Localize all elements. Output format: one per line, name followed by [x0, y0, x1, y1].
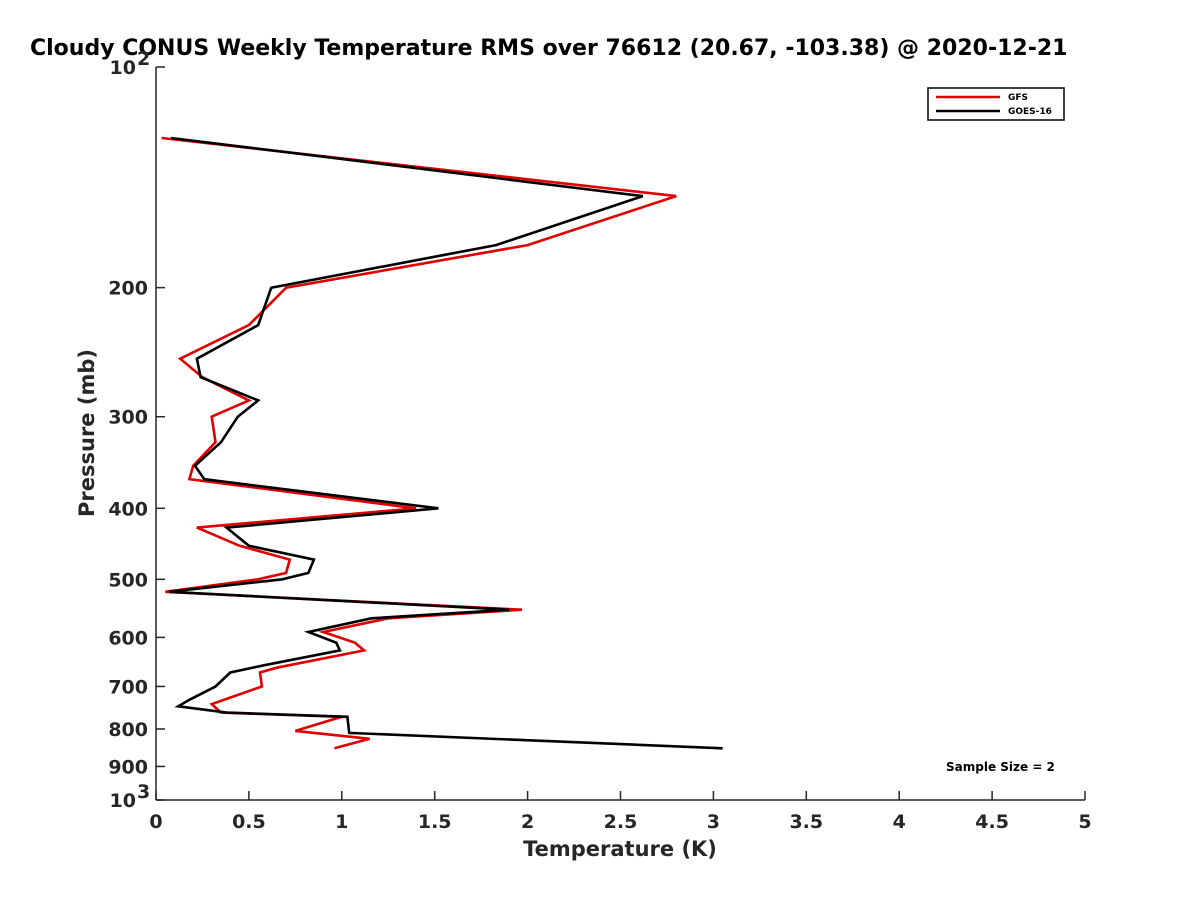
legend: GFS GOES-16: [927, 87, 1065, 121]
x-tick-label: 2.5: [604, 811, 638, 833]
x-tick-label: 5: [1078, 811, 1091, 833]
legend-label-goes16: GOES-16: [1008, 107, 1052, 117]
y-tick-label: 400: [108, 498, 148, 520]
legend-label-gfs: GFS: [1008, 93, 1028, 103]
sample-size-annotation: Sample Size = 2: [946, 760, 1055, 774]
x-tick-label: 3: [707, 811, 720, 833]
x-tick-label: 0: [149, 811, 162, 833]
y-tick-label-exponent: 3: [137, 781, 150, 803]
y-tick-label: 200: [108, 278, 148, 300]
y-axis-label: Pressure (mb): [75, 349, 99, 517]
y-tick-label: 900: [108, 756, 148, 778]
y-tick-label: 800: [108, 719, 148, 741]
x-tick-label: 3.5: [789, 811, 823, 833]
x-tick-label: 4.5: [975, 811, 1009, 833]
x-axis: 0 0.5 1 1.5 2 2.5 3 3.5 4 4.5 5: [149, 791, 1092, 833]
series-line-goes-16: [168, 136, 723, 750]
y-tick-label-exponent: 2: [137, 48, 150, 70]
x-tick-label: 0.5: [232, 811, 266, 833]
x-tick-label: 1.5: [418, 811, 452, 833]
plot-frame: [155, 67, 1085, 801]
series-line-gfs: [161, 136, 677, 750]
x-tick-label: 1: [335, 811, 348, 833]
y-tick-label: 600: [108, 627, 148, 649]
series-layer: [161, 136, 723, 750]
chart-title: Cloudy CONUS Weekly Temperature RMS over…: [30, 36, 1067, 61]
y-tick-label: 700: [108, 676, 148, 698]
x-tick-label: 2: [521, 811, 534, 833]
y-tick-label: 500: [108, 569, 148, 591]
x-tick-label: 4: [893, 811, 906, 833]
y-tick-label: 300: [108, 407, 148, 429]
y-tick-label-power: 10: [110, 57, 136, 79]
y-tick-label-power: 10: [110, 790, 136, 812]
legend-box: [927, 87, 1065, 121]
x-axis-label: Temperature (K): [523, 837, 717, 861]
